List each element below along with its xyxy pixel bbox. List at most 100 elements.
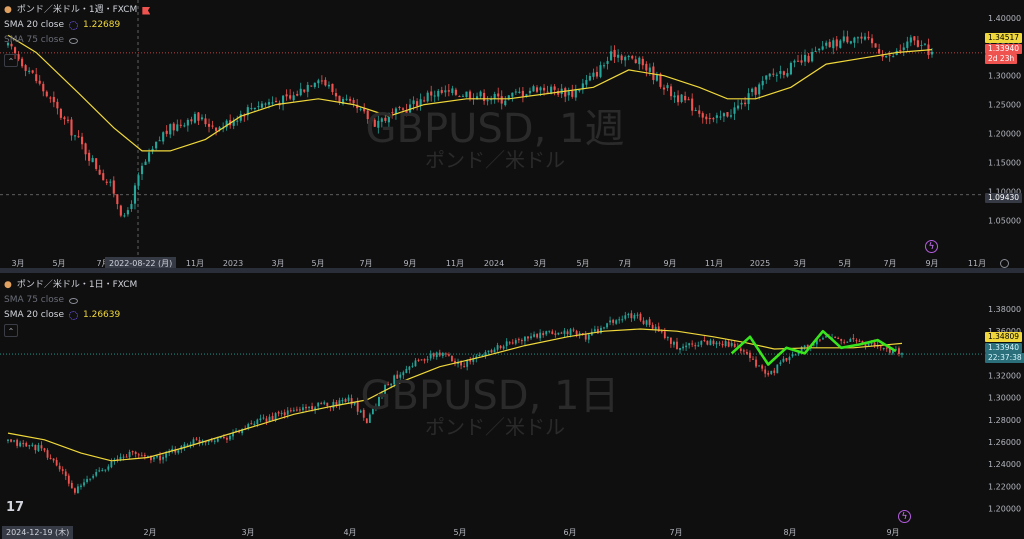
candle-body	[98, 169, 101, 175]
x-axis-tick-label: 3月	[793, 259, 806, 268]
collapse-legend-button[interactable]: ⌃	[4, 54, 18, 67]
candle-body	[401, 108, 405, 110]
candle-body	[235, 430, 237, 432]
candle-body	[597, 329, 599, 334]
candle-body	[651, 324, 654, 329]
hidden-eye-icon[interactable]	[69, 37, 78, 44]
daily-chart-pane[interactable]: 1.380001.360001.340001.320001.300001.280…	[0, 273, 1024, 539]
candle-body	[215, 127, 218, 132]
daily-chart-canvas[interactable]: 1.380001.360001.340001.320001.300001.280…	[0, 273, 1024, 539]
candle-body	[706, 340, 709, 345]
candle-body	[602, 65, 606, 67]
candle-body	[327, 84, 330, 87]
candle-body	[241, 429, 244, 434]
x-axis-tick-label: 5月	[838, 259, 851, 268]
candle-body	[770, 370, 773, 374]
candle-body	[736, 105, 740, 109]
weekly-sma-price-tag: 1.34517	[985, 33, 1023, 43]
candle-body	[10, 43, 13, 47]
candle-body	[460, 361, 462, 366]
weekly-sma75-label[interactable]: SMA 75 close	[4, 35, 64, 45]
candle-body	[666, 85, 669, 89]
weekly-chart-canvas[interactable]: 1.400001.350001.300001.250001.200001.150…	[0, 0, 1024, 268]
candle-body	[73, 135, 77, 137]
candle-body	[371, 406, 374, 415]
daily-countdown-tag: 22:37:38	[985, 353, 1024, 363]
x-axis-tick-label: 7月	[618, 259, 631, 268]
candle-body	[639, 313, 642, 321]
candle-body	[310, 85, 313, 87]
candle-body	[469, 359, 472, 362]
candle-body	[198, 440, 201, 443]
candle-body	[102, 173, 105, 181]
candle-body	[137, 454, 140, 456]
weekly-sma20-label[interactable]: SMA 20 close	[4, 20, 64, 30]
candle-body	[487, 350, 490, 352]
candle-body	[268, 416, 271, 422]
candle-body	[811, 51, 814, 62]
candle-body	[192, 439, 195, 445]
daily-lightning-icon[interactable]: ϟ	[898, 510, 911, 523]
candle-body	[155, 141, 158, 149]
weekly-countdown-tag: 2d 23h	[985, 54, 1018, 64]
candle-body	[359, 410, 362, 413]
candle-body	[825, 336, 827, 338]
candle-body	[174, 449, 177, 453]
weekly-last-price-tag: 1.33940	[985, 44, 1023, 54]
candle-body	[243, 115, 246, 117]
candle-body	[572, 329, 575, 331]
candle-body	[566, 331, 569, 335]
candle-body	[447, 90, 450, 92]
tradingview-logo[interactable]: 17	[6, 500, 25, 515]
candle-body	[688, 343, 691, 346]
candle-body	[140, 455, 143, 457]
pane-divider[interactable]	[0, 268, 1024, 273]
weekly-lightning-icon[interactable]: ϟ	[925, 240, 938, 253]
candle-body	[708, 118, 711, 120]
weekly-chart-pane[interactable]: 1.400001.350001.300001.250001.200001.150…	[0, 0, 1024, 270]
candle-body	[52, 458, 55, 461]
candle-body	[186, 119, 189, 126]
candle-body	[879, 346, 882, 348]
daily-sma75-label[interactable]: SMA 75 close	[4, 295, 64, 305]
candle-body	[122, 456, 125, 458]
candle-body	[119, 205, 122, 216]
indicator-settings-icon[interactable]	[69, 21, 78, 30]
candle-body	[341, 98, 345, 104]
candle-body	[189, 444, 192, 446]
candle-body	[825, 42, 828, 46]
candle-body	[627, 56, 630, 58]
candle-body	[655, 74, 658, 81]
candle-body	[31, 70, 34, 73]
candle-body	[676, 341, 678, 350]
candle-body	[669, 337, 672, 344]
candle-body	[466, 360, 469, 367]
candle-body	[807, 55, 810, 62]
collapse-legend-button[interactable]: ⌃	[4, 324, 18, 337]
hidden-eye-icon[interactable]	[69, 297, 78, 304]
candle-body	[514, 91, 517, 93]
candle-body	[733, 343, 736, 348]
candle-body	[289, 95, 292, 99]
candle-body	[746, 351, 748, 354]
candle-body	[475, 356, 478, 359]
candle-body	[729, 115, 733, 117]
daily-title[interactable]: ポンド／米ドル・1日・FXCM	[16, 280, 138, 290]
indicator-settings-icon[interactable]	[69, 311, 78, 320]
weekly-settings-icon[interactable]	[1000, 259, 1009, 268]
candle-body	[680, 94, 683, 103]
weekly-title[interactable]: ポンド／米ドル・1週・FXCM	[16, 5, 138, 15]
candle-body	[253, 107, 256, 110]
sma20-line	[7, 34, 933, 152]
candle-body	[786, 73, 789, 77]
candle-body	[257, 106, 260, 108]
candle-body	[56, 101, 59, 109]
candle-body	[618, 319, 621, 321]
candle-body	[461, 95, 465, 97]
candle-body	[146, 455, 149, 457]
candle-body	[861, 341, 864, 344]
y-axis-tick-label: 1.20000	[988, 130, 1021, 139]
daily-sma20-label[interactable]: SMA 20 close	[4, 310, 64, 320]
alert-flag-icon[interactable]	[142, 6, 151, 15]
weekly-legend: ● ポンド／米ドル・1週・FXCM SMA 20 close 1.22689 S…	[4, 3, 151, 48]
